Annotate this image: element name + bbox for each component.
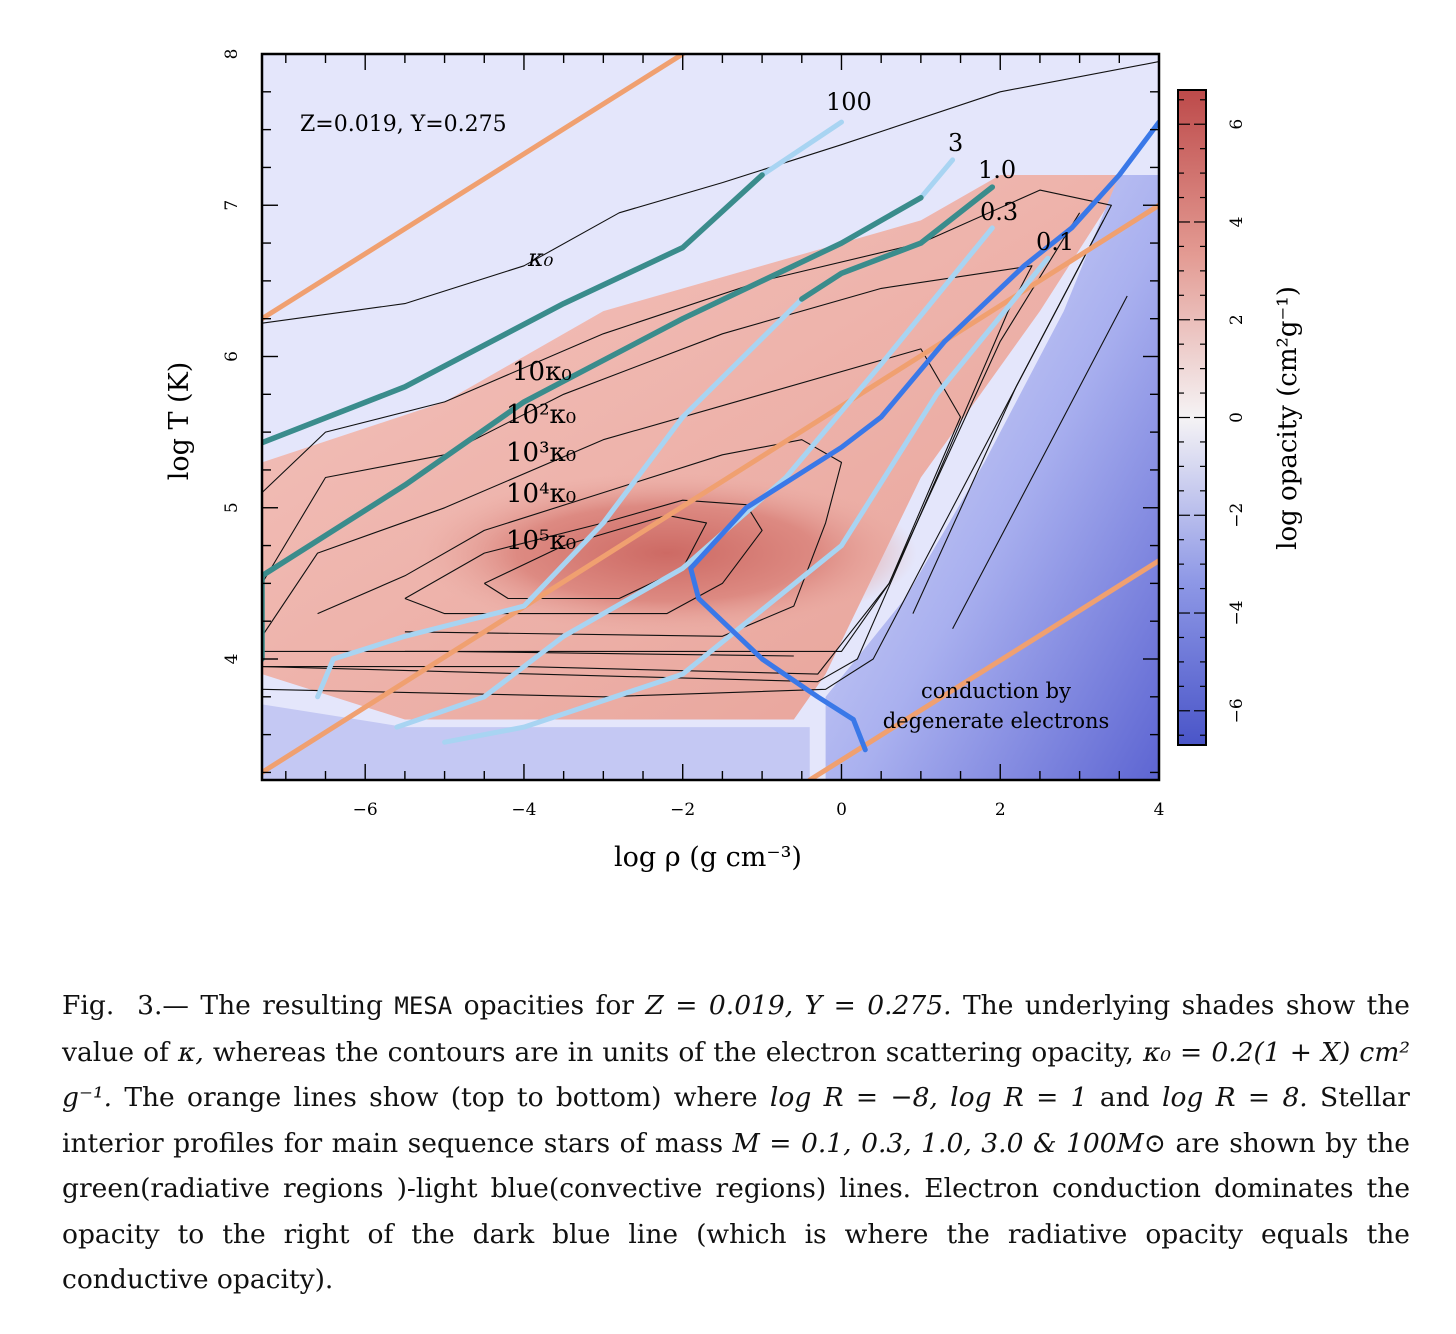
log-r-line <box>262 54 686 322</box>
opacity-figure: −6 −4 −2 0 2 4 4 5 6 7 8 −6 −4 −2 0 2 4 6 Z=0.019, Y=0.27… <box>164 49 1303 873</box>
x-tick-label: −2 <box>670 800 695 820</box>
contour-line <box>262 348 962 652</box>
region-label-line2: degenerate electrons <box>883 709 1110 733</box>
contour-label-100k0: 10²κ₀ <box>506 400 576 430</box>
y-tick-label: 5 <box>222 502 242 513</box>
x-tick-label: −4 <box>511 800 536 820</box>
y-tick-label: 4 <box>222 654 242 665</box>
conduction-boundary-line <box>688 119 1159 753</box>
colorbar-tick-label: −2 <box>1227 503 1247 528</box>
caption-text-2: opacities for <box>463 990 634 1021</box>
opacity-chart: −6 −4 −2 0 2 4 4 5 6 7 8 −6 −4 −2 0 2 4 6 Z=0.019, Y=0.27… <box>164 49 1303 873</box>
contour-line <box>262 212 1081 675</box>
colorbar-tick-label: 2 <box>1227 314 1247 325</box>
caption-eq-masses: M = 0.1, 0.3, 1.0, 3.0 & 100M⊙ <box>732 1127 1166 1159</box>
caption-kappa: κ, <box>177 1036 204 1068</box>
y-tick-label: 6 <box>222 351 242 362</box>
contour-line <box>262 189 1112 698</box>
figure-caption: Fig. 3.— The resulting MESA opacities fo… <box>62 983 1410 1303</box>
y-tick-label: 7 <box>222 200 242 211</box>
contour-line <box>317 439 843 637</box>
heatmap-peak-region <box>416 473 917 634</box>
contour-label-1e5k0: 10⁵κ₀ <box>506 526 576 556</box>
profile-label-3: 3 <box>948 129 963 157</box>
caption-fig-number: 3.— <box>137 990 189 1021</box>
contour-line <box>912 220 1104 614</box>
x-tick-label: 4 <box>1154 800 1165 820</box>
caption-text-5: The orange lines show (top to bottom) wh… <box>124 1082 758 1113</box>
caption-text-3: The underlying shades show the value of <box>62 990 1410 1068</box>
profile-label-1: 1.0 <box>978 156 1016 184</box>
contour-line <box>262 61 1159 324</box>
contour-label-10k0: 10κ₀ <box>512 357 572 387</box>
profile-label-100: 100 <box>826 88 872 116</box>
contour-label-1000k0: 10³κ₀ <box>506 438 576 468</box>
log-r-line <box>807 558 1159 780</box>
caption-fig-label: Fig. <box>62 990 115 1021</box>
contour-line <box>262 265 1033 683</box>
profile-convective-1-0 <box>315 296 805 700</box>
profile-label-0-1: 0.1 <box>1036 228 1074 256</box>
heatmap-low-temp-region <box>262 704 810 780</box>
contour-label-1e4k0: 10⁴κ₀ <box>506 479 576 509</box>
caption-eq-logr: log R = −8, log R = 1 <box>769 1082 1088 1113</box>
profile-convective-0-1 <box>442 255 1051 745</box>
contour-line <box>484 514 708 600</box>
heatmap-conduction-region <box>825 175 1159 780</box>
profile-lines <box>262 54 1159 780</box>
caption-text-6: and <box>1099 1082 1150 1113</box>
contour-line <box>952 295 1128 630</box>
caption-text-1: The resulting <box>200 990 383 1021</box>
colorbar-tick-label: −6 <box>1227 698 1247 723</box>
colorbar-label: log opacity (cm²g⁻¹) <box>1273 286 1303 550</box>
x-tick-label: 0 <box>836 800 847 820</box>
y-axis-label: log T (K) <box>164 362 195 481</box>
profile-radiative-100 <box>262 172 765 446</box>
contour-line <box>262 650 794 657</box>
caption-eq-logr8: log R = 8. <box>1161 1082 1308 1113</box>
contour-label-k0: κ₀ <box>527 244 554 272</box>
caption-text-8: are shown by the green(radiative regions… <box>62 1127 1410 1296</box>
log-r-line <box>262 202 1159 775</box>
profile-label-0-3: 0.3 <box>980 198 1018 226</box>
profile-radiative-3 <box>262 194 924 662</box>
x-axis-label: log ρ (g cm⁻³) <box>614 842 802 873</box>
axes: −6 −4 −2 0 2 4 4 5 6 7 8 −6 −4 −2 0 2 4 6 <box>222 49 1247 820</box>
caption-text-7: Stellar interior profiles for main seque… <box>62 1082 1410 1159</box>
colorbar-tick-label: −4 <box>1227 600 1247 625</box>
plot-labels: Z=0.019, Y=0.275 conduction by degenerat… <box>164 88 1303 873</box>
y-tick-label: 8 <box>222 49 242 60</box>
caption-eq-kappa0: κ₀ = 0.2(1 + X) cm² g⁻¹. <box>62 1036 1410 1114</box>
plot-frame <box>260 52 1161 782</box>
region-label-line1: conduction by <box>921 679 1071 703</box>
contour-line <box>404 499 763 615</box>
profile-convective-3 <box>918 157 956 201</box>
caption-eq-composition: Z = 0.019, Y = 0.275. <box>645 990 952 1021</box>
colorbar-tick-label: 6 <box>1227 119 1247 130</box>
opacity-contours <box>262 61 1159 698</box>
colorbar-tick-label: 0 <box>1227 412 1247 423</box>
composition-annotation: Z=0.019, Y=0.275 <box>300 112 507 137</box>
caption-code: MESA <box>394 992 453 1020</box>
x-tick-label: −6 <box>353 800 378 820</box>
colorbar-tick-label: 4 <box>1227 217 1247 228</box>
profile-convective-0-3 <box>394 225 995 730</box>
x-tick-label: 2 <box>995 800 1006 820</box>
profile-radiative-1-0 <box>799 184 996 302</box>
caption-text-4: whereas the contours are in units of the… <box>212 1036 1134 1068</box>
profile-convective-100 <box>759 119 844 178</box>
